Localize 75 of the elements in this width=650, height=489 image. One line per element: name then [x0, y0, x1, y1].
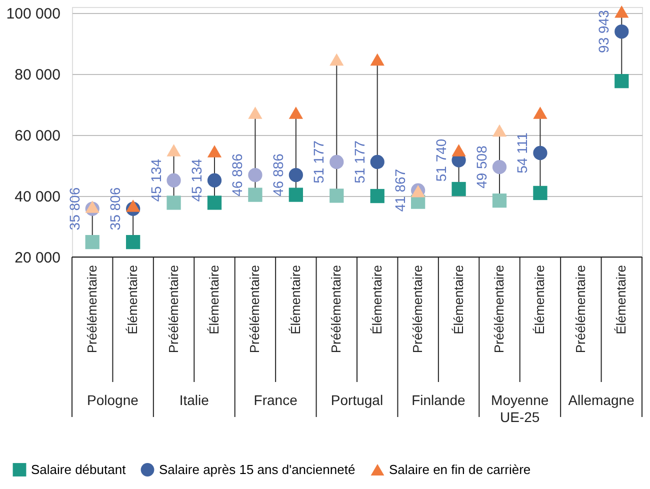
point	[288, 106, 303, 119]
text: Allemagne	[568, 392, 635, 408]
data-label: 49 508	[474, 145, 490, 188]
point	[370, 154, 384, 170]
point	[614, 5, 629, 18]
point	[288, 168, 303, 182]
legend-label: Salaire après 15 ans d'ancienneté	[159, 462, 356, 477]
x-tick-label: Préélémentaire	[410, 265, 426, 354]
x-tick-label: Préélémentaire	[572, 265, 588, 354]
point	[533, 106, 548, 119]
point	[330, 188, 344, 203]
point	[248, 168, 262, 182]
y-tick-label: 20 000	[14, 250, 60, 266]
text: Finlande	[412, 392, 466, 408]
point	[533, 146, 548, 160]
x-tick-label: Élémentaire	[614, 265, 629, 334]
y-tick-label: 100 000	[6, 6, 60, 23]
data-label: 93 943	[596, 10, 612, 53]
x-tick-label: Préélémentaire	[328, 265, 344, 354]
legend-label: Salaire en fin de carrière	[389, 462, 531, 477]
point	[370, 188, 384, 204]
data-label: 54 111	[514, 132, 530, 174]
point	[166, 196, 181, 210]
x-tick-label: Préélémentaire	[166, 265, 181, 354]
text: Portugal	[330, 392, 384, 408]
point	[492, 124, 507, 137]
point	[614, 24, 629, 39]
point	[533, 186, 548, 200]
x-tick-label: Élémentaire	[369, 265, 384, 334]
point	[288, 188, 303, 202]
x-tick-label: Élémentaire	[206, 265, 222, 334]
point	[248, 106, 262, 119]
point	[166, 173, 181, 188]
data-label: 51 177	[310, 140, 327, 184]
point	[207, 145, 222, 158]
point	[330, 53, 344, 66]
x-tick-label: Préélémentaire	[492, 265, 506, 354]
data-label: 45 134	[188, 158, 204, 202]
x-tick-label: Préélémentaire	[247, 265, 262, 354]
x-tick-label: Élémentaire	[288, 265, 303, 334]
text: Moyenne UE-25	[491, 392, 549, 425]
y-tick-label: 80 000	[14, 66, 60, 84]
point	[85, 200, 100, 213]
point	[492, 194, 507, 208]
point	[248, 188, 262, 202]
text: Pologne	[87, 392, 139, 408]
point	[85, 234, 100, 250]
point	[452, 144, 466, 156]
x-tick-label: Élémentaire	[532, 265, 548, 334]
x-tick-label: Élémentaire	[450, 265, 466, 334]
point	[492, 160, 507, 174]
point	[370, 53, 384, 66]
point	[166, 144, 181, 156]
point	[330, 154, 344, 170]
data-label: 35 806	[66, 187, 82, 230]
text: Italie	[179, 392, 210, 408]
y-tick-label: 40 000	[14, 188, 60, 206]
point	[452, 182, 466, 196]
data-label: 46 886	[229, 153, 246, 196]
data-label: 41 867	[392, 168, 408, 212]
data-label: 51 740	[432, 138, 449, 182]
point	[126, 234, 140, 250]
x-tick-label: Élémentaire	[125, 265, 140, 334]
point	[614, 74, 629, 88]
data-label: 35 806	[107, 187, 124, 230]
text: France	[254, 392, 298, 408]
point	[126, 200, 140, 212]
point	[207, 196, 222, 210]
data-label: 45 134	[148, 158, 164, 202]
point	[207, 173, 222, 188]
data-label: 46 886	[270, 153, 286, 196]
data-label: 51 177	[351, 140, 368, 184]
y-tick-label: 60 000	[14, 128, 60, 145]
x-tick-label: Préélémentaire	[84, 265, 100, 354]
legend-label: Salaire débutant	[31, 462, 126, 477]
